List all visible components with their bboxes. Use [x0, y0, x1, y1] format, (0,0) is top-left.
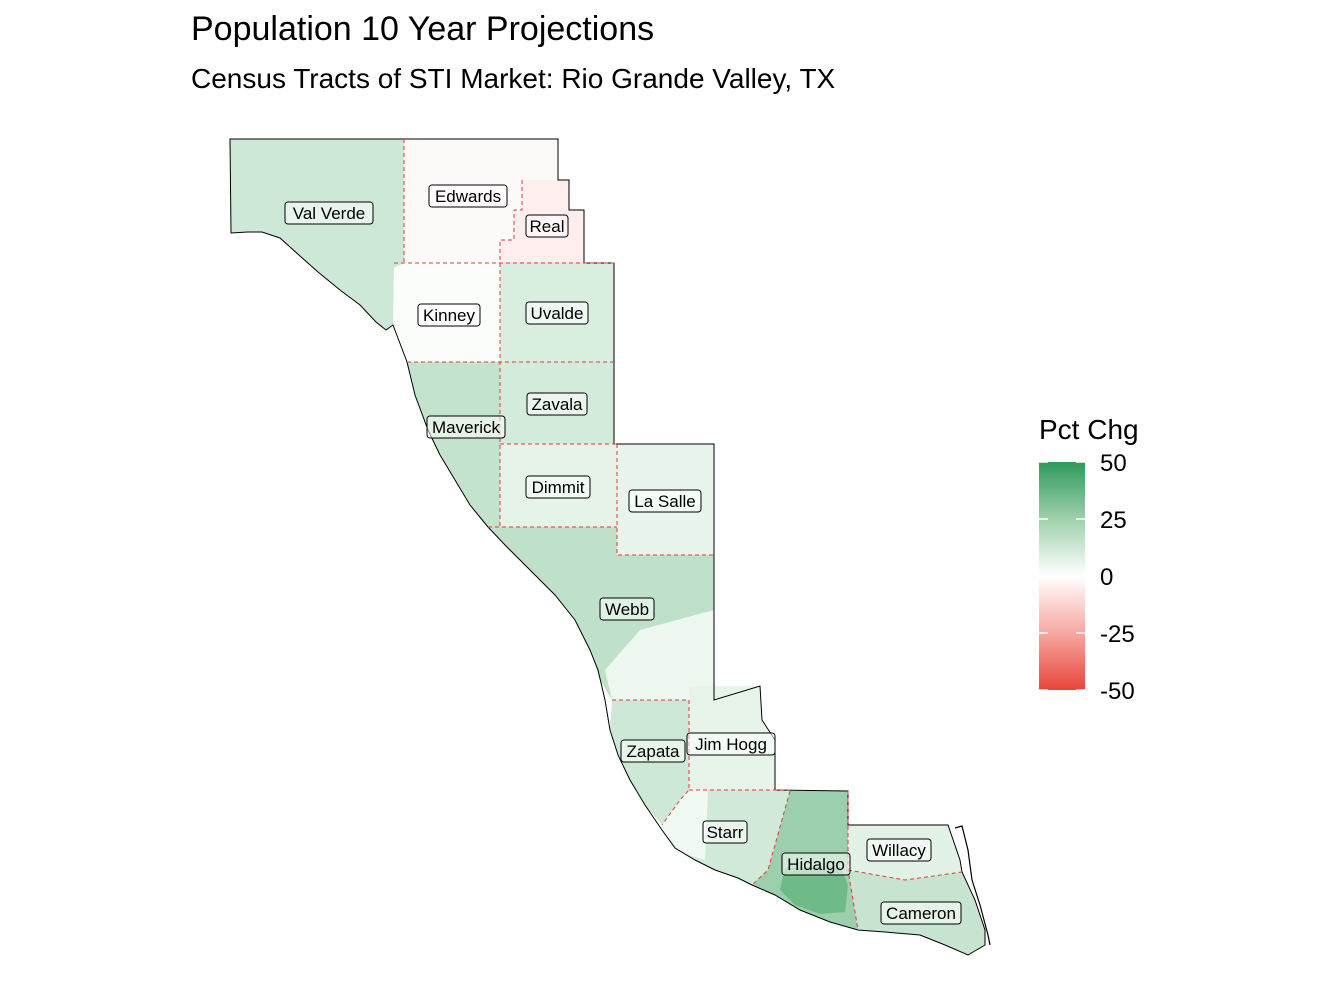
label-val-verde: Val Verde	[284, 201, 374, 225]
svg-text:Val Verde: Val Verde	[293, 204, 365, 223]
label-webb: Webb	[599, 597, 655, 621]
region-hidalgo-core	[780, 866, 848, 914]
svg-text:Starr: Starr	[707, 823, 744, 842]
label-dimmit: Dimmit	[525, 475, 591, 499]
svg-text:Edwards: Edwards	[435, 187, 501, 206]
label-starr: Starr	[702, 820, 748, 844]
legend-tick-label: -50	[1100, 678, 1135, 705]
county-regions	[230, 139, 985, 955]
legend-tick-label: 50	[1100, 450, 1127, 477]
label-zavala: Zavala	[526, 392, 588, 416]
svg-text:Hidalgo: Hidalgo	[787, 855, 845, 874]
label-kinney: Kinney	[417, 303, 481, 327]
legend-tick-label: 0	[1100, 564, 1114, 591]
legend-tick-label: 25	[1100, 507, 1127, 534]
svg-text:Cameron: Cameron	[886, 904, 956, 923]
label-real: Real	[525, 214, 569, 238]
svg-text:Uvalde: Uvalde	[531, 304, 584, 323]
label-uvalde: Uvalde	[525, 301, 589, 325]
label-zapata: Zapata	[620, 739, 686, 763]
svg-text:La Salle: La Salle	[634, 492, 695, 511]
label-jim-hogg: Jim Hogg	[686, 732, 776, 756]
svg-text:Maverick: Maverick	[432, 418, 501, 437]
map-subtitle: Census Tracts of STI Market: Rio Grande …	[191, 63, 836, 94]
county-labels: Val Verde Edwards Real Kinney Uvalde Mav…	[284, 184, 962, 925]
region-webb-south	[605, 610, 714, 700]
region-starr-west	[662, 790, 708, 860]
market-outline	[229, 138, 986, 956]
region-maverick	[407, 362, 500, 527]
svg-text:Webb: Webb	[605, 600, 649, 619]
map-title: Population 10 Year Projections	[191, 10, 655, 48]
legend-tick-label: -25	[1100, 621, 1135, 648]
svg-text:Real: Real	[530, 217, 565, 236]
svg-text:Jim Hogg: Jim Hogg	[695, 735, 767, 754]
label-hidalgo: Hidalgo	[781, 852, 851, 876]
svg-text:Willacy: Willacy	[872, 841, 926, 860]
barrier-island-outline	[954, 825, 991, 946]
region-val-verde	[230, 139, 404, 330]
label-cameron: Cameron	[880, 901, 962, 925]
svg-text:Zavala: Zavala	[531, 395, 583, 414]
svg-text:Zapata: Zapata	[627, 742, 680, 761]
svg-text:Dimmit: Dimmit	[532, 478, 585, 497]
label-edwards: Edwards	[428, 184, 508, 208]
label-maverick: Maverick	[426, 415, 506, 439]
legend-tick-marks	[1039, 461, 1085, 691]
label-la-salle: La Salle	[628, 489, 702, 513]
label-willacy: Willacy	[866, 838, 932, 862]
svg-text:Kinney: Kinney	[423, 306, 475, 325]
legend-title: Pct Chg	[1039, 414, 1139, 445]
